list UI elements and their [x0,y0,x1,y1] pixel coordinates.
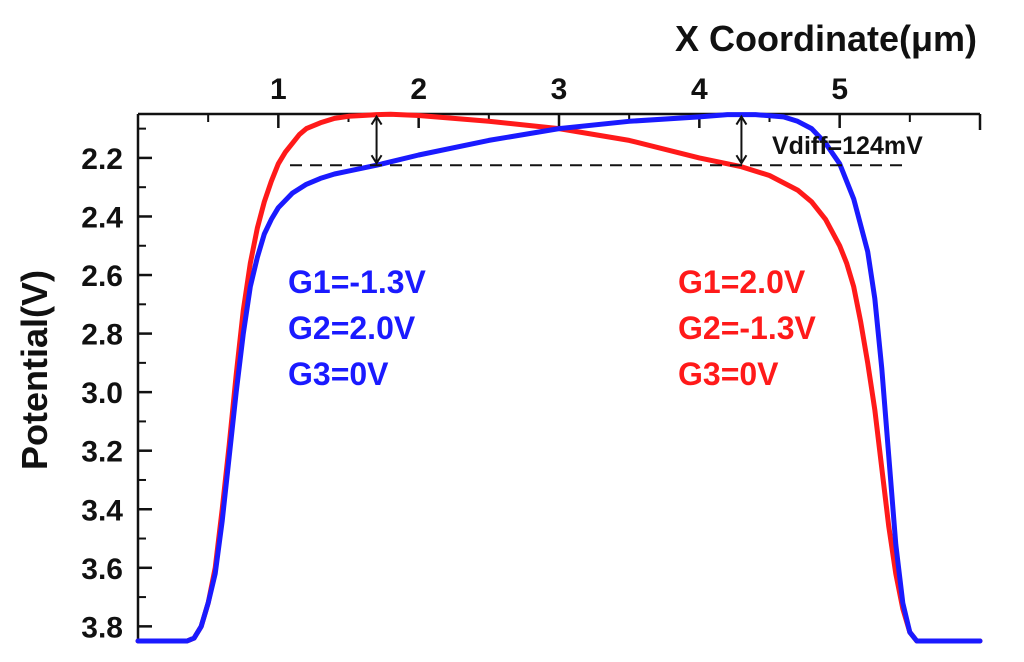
axes: 1 2 3 4 5 2.2 2.4 2.6 2.8 3.0 3.2 3.4 3.6 3.8 [81,73,982,644]
y-tick-label: 2.6 [81,260,123,293]
y-axis-title: Potential(V) [14,270,55,470]
y-tick-label: 3.0 [81,377,123,410]
annotation-layer [290,114,905,167]
y-tick-label: 2.8 [81,319,123,352]
left-gate-label-2: G2=2.0V [288,310,416,346]
y-tick-label: 2.4 [81,201,123,234]
right-gate-label-1: G1=2.0V [678,264,806,300]
x-tick-label: 2 [410,73,427,106]
y-tick-label: 2.2 [81,143,123,176]
vdiff-arrow [370,114,383,166]
right-gate-label-2: G2=-1.3V [678,310,817,346]
x-axis-title: X Coordinate(μm) [675,18,977,59]
series-line-blue [135,112,983,644]
x-tick-label: 5 [831,73,848,106]
left-gate-label-1: G1=-1.3V [288,264,427,300]
arrow-head-top [735,114,748,126]
series-layer [135,111,983,644]
y-tick-label: 3.4 [81,494,123,527]
vdiff-label: Vdiff=124mV [772,132,923,160]
x-tick-label: 1 [270,73,287,106]
left-gate-label-3: G3=0V [288,356,389,392]
vdiff-arrow [735,114,748,166]
right-gate-label-3: G3=0V [678,356,779,392]
y-tick-label: 3.2 [81,436,123,469]
x-tick-label: 3 [551,73,568,106]
y-tick-label: 3.8 [81,611,123,644]
y-tick-label: 3.6 [81,553,123,586]
arrow-head-top [370,114,383,126]
arrow-head-bottom [370,154,383,166]
x-tick-label: 4 [691,73,708,106]
arrow-head-bottom [735,154,748,166]
